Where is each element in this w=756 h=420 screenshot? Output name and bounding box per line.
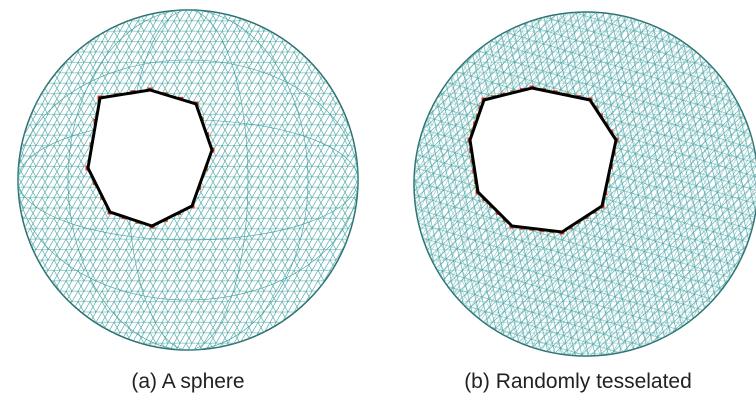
caption: (b) Randomly tesselated	[464, 370, 692, 393]
caption: (a) A sphere	[131, 370, 244, 393]
region-boundary	[88, 90, 212, 226]
figure: (a) A sphere (b) Randomly tesselated	[0, 0, 756, 420]
page: (a) A sphere (b) Randomly tesselated (()…	[0, 0, 756, 420]
